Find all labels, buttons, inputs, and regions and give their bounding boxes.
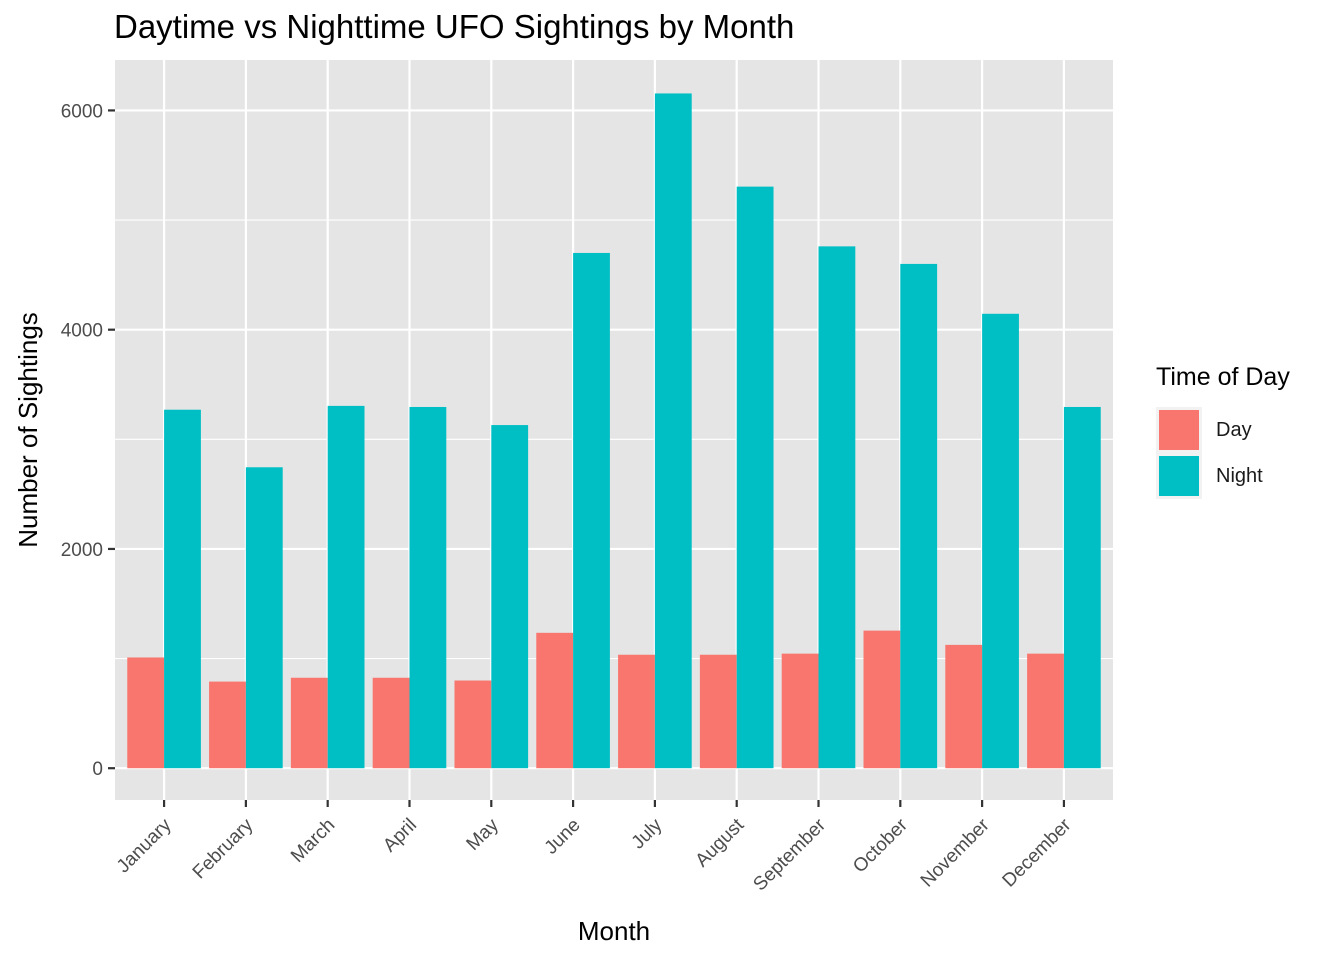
y-tick-label: 4000 [61, 321, 103, 342]
bar-night-march [327, 405, 365, 769]
x-tick-label: February [189, 814, 258, 883]
bar-night-january [164, 409, 201, 769]
x-tick-label: November [917, 814, 994, 891]
bar-night-july [654, 93, 692, 769]
bar-day-march [290, 677, 328, 769]
x-tick-label: October [849, 814, 912, 877]
x-tick-label: June [541, 815, 585, 859]
chart-title: Daytime vs Nighttime UFO Sightings by Mo… [114, 8, 795, 45]
bar-day-january [127, 657, 165, 769]
bar-night-september [818, 246, 856, 769]
y-axis-title: Number of Sightings [13, 312, 43, 548]
bar-day-december [1027, 653, 1064, 769]
bar-night-june [573, 252, 610, 769]
y-tick-label: 2000 [61, 540, 103, 561]
bars [127, 93, 1101, 769]
bar-night-november [982, 313, 1019, 769]
x-axis-title: Month [578, 916, 650, 946]
bar-night-april [409, 406, 447, 769]
bar-night-october [900, 263, 938, 769]
bar-night-february [245, 467, 283, 769]
legend-swatch-night [1159, 456, 1199, 496]
bar-day-october [863, 630, 901, 769]
bar-day-april [372, 677, 410, 769]
legend-key [1156, 453, 1202, 499]
x-tick-label: March [287, 815, 339, 867]
bar-day-may [454, 680, 492, 769]
legend-swatch-day [1159, 410, 1199, 450]
y-tick-label: 6000 [61, 101, 103, 122]
bar-night-august [736, 186, 774, 769]
y-axis: 0 2000 4000 6000 [61, 101, 115, 780]
bar-day-july [618, 654, 655, 769]
x-tick-label: April [379, 815, 421, 857]
bar-day-june [536, 632, 574, 769]
legend-title: Time of Day [1156, 363, 1290, 391]
y-tick-label: 0 [92, 759, 103, 780]
x-axis: January February March April May June July Augu… [113, 800, 1076, 895]
legend-label-night: Night [1216, 465, 1263, 487]
x-tick-label: August [692, 814, 749, 871]
legend-label-day: Day [1216, 419, 1252, 441]
x-tick-label: May [463, 814, 504, 855]
legend-key [1156, 407, 1202, 453]
x-tick-label: December [999, 814, 1076, 891]
x-tick-label: September [749, 814, 830, 895]
x-tick-label: January [113, 814, 176, 877]
bar-night-december [1063, 406, 1101, 769]
bar-day-august [699, 654, 737, 769]
bar-night-may [491, 425, 529, 769]
bar-day-september [781, 653, 819, 769]
bar-day-november [945, 644, 983, 769]
bar-day-february [209, 681, 246, 769]
x-tick-label: July [628, 814, 667, 853]
